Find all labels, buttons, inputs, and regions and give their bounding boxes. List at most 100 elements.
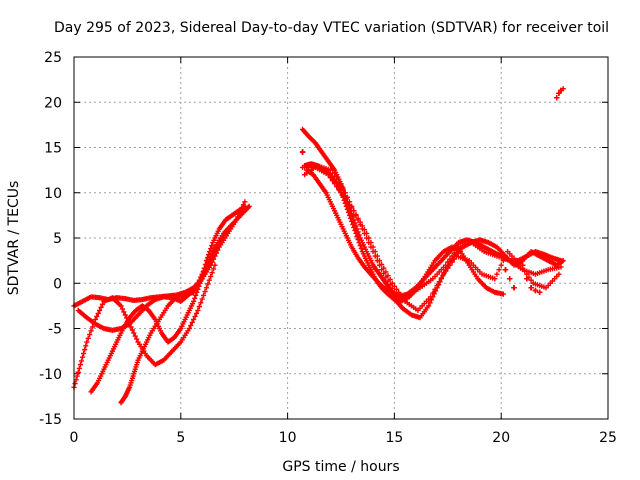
data-point [383,269,389,275]
data-point [199,276,205,282]
x-axis-label: GPS time / hours [282,459,399,475]
data-point [349,218,355,225]
data-point [84,339,90,345]
data-point [558,264,564,270]
data-point [372,248,378,255]
data-point [354,233,360,240]
data-point [443,268,449,274]
series-track-8 [304,167,566,321]
data-point [212,262,218,268]
data-point [74,373,80,379]
data-point [350,221,356,228]
data-point [327,167,333,173]
y-tick-label: -15 [39,412,62,428]
data-point [356,239,362,246]
data-point [374,253,380,259]
data-point [494,271,500,277]
data-point [496,267,502,273]
data-point [449,259,455,265]
data-point [346,202,353,208]
y-tick-label: 15 [44,141,62,157]
data-point [205,251,212,258]
data-point [119,306,126,312]
data-point [368,239,374,246]
data-point [355,236,361,243]
data-point [202,288,208,295]
data-point [299,149,306,155]
data-point [205,281,211,287]
data-point [331,181,338,187]
data-point [338,190,344,196]
y-tick-label: 5 [53,231,62,247]
data-point [445,265,451,271]
data-point [391,283,397,289]
y-tick-label: 20 [44,95,62,111]
data-point [524,271,530,277]
data-point [199,296,205,302]
data-point [370,244,376,250]
data-point [524,276,530,282]
data-point [198,300,204,306]
data-point [358,245,364,252]
data-point [189,319,195,326]
data-point [87,331,93,338]
data-point [346,212,353,218]
data-point [209,270,215,276]
data-point [188,322,194,329]
data-point [245,204,252,210]
data-point [77,362,84,368]
data-point [200,273,207,279]
data-point [98,304,104,310]
data-point [208,258,214,264]
data-point [560,258,566,264]
data-point [398,292,404,298]
data-point [331,173,338,179]
x-tick-label: 15 [385,430,403,446]
data-point [340,185,346,191]
data-point [336,179,342,185]
data-point [193,310,200,317]
data-point [72,380,78,387]
data-point [209,255,215,261]
data-point [207,248,213,255]
data-point [200,292,207,298]
data-point [340,193,346,199]
data-point [453,247,459,253]
data-point [78,358,85,364]
data-point [378,261,385,267]
data-point [206,277,212,283]
data-point [344,199,351,205]
data-points [71,86,566,406]
series-track-4 [88,203,248,395]
x-tick-label: 10 [279,430,297,446]
data-point [500,291,506,297]
data-point [556,90,562,96]
data-point [97,307,103,313]
data-point [344,206,351,212]
data-point [502,267,509,273]
data-point [191,298,197,304]
data-point [99,301,106,307]
data-point [213,245,219,252]
data-point [434,282,440,289]
data-point [76,365,82,372]
data-point [511,285,517,291]
data-point [343,203,349,209]
data-point [522,268,528,274]
data-point [357,219,363,225]
data-point [134,336,140,342]
data-point [528,277,534,283]
data-point [208,273,214,280]
data-point [95,310,101,317]
data-point [338,182,344,188]
data-point [204,255,211,261]
data-point [349,205,355,211]
series-track-11 [299,86,566,295]
data-point [361,227,368,233]
data-point [345,209,352,215]
data-point [85,335,91,341]
x-tick-label: 20 [492,430,510,446]
data-point [203,285,210,291]
data-point [242,199,248,205]
data-point [507,276,513,282]
